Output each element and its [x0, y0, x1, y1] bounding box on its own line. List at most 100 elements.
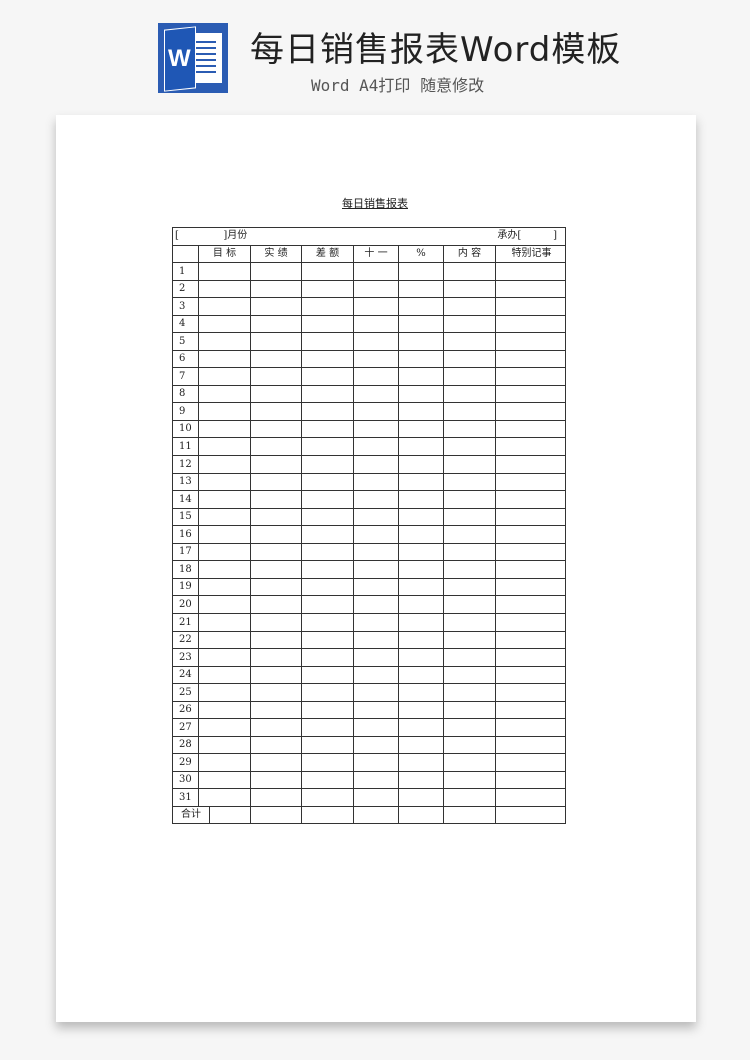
table-cell[interactable] — [302, 632, 354, 648]
table-cell[interactable] — [496, 561, 567, 578]
table-cell[interactable] — [444, 807, 496, 824]
table-cell[interactable] — [199, 316, 251, 332]
table-cell[interactable] — [199, 456, 251, 473]
table-cell[interactable] — [354, 737, 399, 753]
table-cell[interactable] — [199, 737, 251, 753]
table-cell[interactable] — [399, 281, 444, 297]
table-cell[interactable] — [302, 421, 354, 437]
table-cell[interactable] — [496, 421, 567, 437]
table-cell[interactable]: 十 一 — [354, 246, 399, 262]
table-cell[interactable] — [354, 403, 399, 420]
table-cell[interactable] — [302, 579, 354, 595]
table-cell[interactable] — [199, 298, 251, 315]
table-cell[interactable] — [354, 333, 399, 350]
table-cell[interactable] — [251, 579, 302, 595]
table-cell[interactable] — [302, 754, 354, 771]
table-cell[interactable] — [399, 421, 444, 437]
table-cell[interactable] — [302, 526, 354, 543]
table-cell[interactable] — [302, 298, 354, 315]
table-cell[interactable] — [444, 789, 496, 806]
table-cell[interactable] — [496, 316, 567, 332]
table-cell[interactable] — [251, 561, 302, 578]
table-cell[interactable]: 27 — [173, 719, 199, 736]
table-cell[interactable] — [302, 281, 354, 297]
table-cell[interactable] — [199, 474, 251, 490]
table-cell[interactable] — [496, 298, 567, 315]
table-cell[interactable] — [496, 596, 567, 613]
table-cell[interactable] — [496, 702, 567, 718]
table-cell[interactable] — [399, 491, 444, 508]
table-cell[interactable] — [199, 281, 251, 297]
table-cell[interactable] — [399, 298, 444, 315]
table-cell[interactable] — [354, 438, 399, 455]
table-cell[interactable] — [496, 737, 567, 753]
table-cell[interactable] — [302, 789, 354, 806]
table-cell[interactable] — [173, 246, 199, 262]
table-cell[interactable] — [399, 789, 444, 806]
table-cell[interactable]: 11 — [173, 438, 199, 455]
table-cell[interactable] — [444, 316, 496, 332]
table-cell[interactable] — [444, 333, 496, 350]
table-cell[interactable] — [251, 368, 302, 385]
table-cell[interactable] — [251, 298, 302, 315]
table-cell[interactable] — [399, 474, 444, 490]
table-cell[interactable] — [444, 579, 496, 595]
table-cell[interactable] — [302, 561, 354, 578]
table-cell[interactable] — [251, 263, 302, 280]
table-cell[interactable] — [496, 281, 567, 297]
table-cell[interactable] — [199, 772, 251, 788]
table-cell[interactable] — [251, 351, 302, 367]
table-cell[interactable] — [302, 491, 354, 508]
table-cell[interactable] — [199, 649, 251, 666]
table-cell[interactable] — [444, 474, 496, 490]
table-cell[interactable] — [399, 403, 444, 420]
table-cell[interactable] — [199, 421, 251, 437]
table-cell[interactable] — [302, 386, 354, 402]
table-cell[interactable] — [199, 333, 251, 350]
table-cell[interactable] — [496, 263, 567, 280]
table-cell[interactable] — [354, 719, 399, 736]
table-cell[interactable] — [399, 456, 444, 473]
table-cell[interactable] — [354, 579, 399, 595]
table-cell[interactable] — [251, 456, 302, 473]
month-field[interactable]: [ ]月份 — [175, 230, 248, 241]
table-cell[interactable] — [199, 544, 251, 560]
table-cell[interactable]: 7 — [173, 368, 199, 385]
table-cell[interactable] — [354, 596, 399, 613]
table-cell[interactable] — [444, 544, 496, 560]
table-cell[interactable]: 16 — [173, 526, 199, 543]
table-cell[interactable] — [302, 316, 354, 332]
table-cell[interactable] — [251, 719, 302, 736]
table-cell[interactable] — [354, 667, 399, 683]
table-cell[interactable] — [444, 632, 496, 648]
table-cell[interactable] — [199, 667, 251, 683]
table-cell[interactable] — [444, 667, 496, 683]
table-cell[interactable] — [199, 754, 251, 771]
table-cell[interactable] — [251, 649, 302, 666]
table-cell[interactable] — [199, 386, 251, 402]
table-cell[interactable] — [444, 351, 496, 367]
table-cell[interactable]: 13 — [173, 474, 199, 490]
table-cell[interactable] — [251, 789, 302, 806]
table-cell[interactable] — [496, 526, 567, 543]
table-cell[interactable] — [354, 491, 399, 508]
table-cell[interactable] — [199, 719, 251, 736]
table-cell[interactable]: 差 额 — [302, 246, 354, 262]
table-cell[interactable] — [444, 368, 496, 385]
table-cell[interactable] — [354, 684, 399, 701]
table-cell[interactable] — [302, 351, 354, 367]
table-cell[interactable] — [302, 649, 354, 666]
table-cell[interactable] — [399, 351, 444, 367]
table-cell[interactable] — [399, 509, 444, 525]
table-cell[interactable] — [302, 684, 354, 701]
table-cell[interactable] — [251, 772, 302, 788]
table-cell[interactable] — [399, 667, 444, 683]
table-cell[interactable] — [444, 614, 496, 631]
table-cell[interactable] — [399, 772, 444, 788]
table-cell[interactable]: 23 — [173, 649, 199, 666]
table-cell[interactable] — [444, 754, 496, 771]
table-cell[interactable]: 15 — [173, 509, 199, 525]
table-cell[interactable] — [210, 807, 251, 824]
table-cell[interactable] — [399, 386, 444, 402]
table-cell[interactable]: 内 容 — [444, 246, 496, 262]
